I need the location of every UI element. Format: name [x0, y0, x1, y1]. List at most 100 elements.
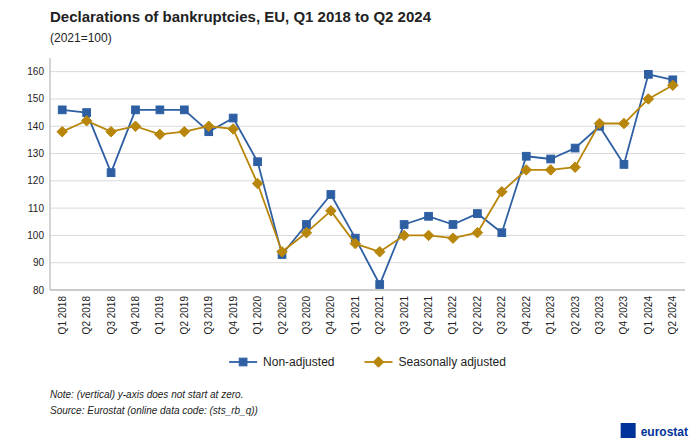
data-point — [277, 247, 288, 258]
y-tick-label: 80 — [33, 285, 45, 296]
y-tick-label: 100 — [27, 230, 44, 241]
title: Declarations of bankruptcies, EU, Q1 201… — [50, 8, 432, 25]
data-point — [668, 80, 679, 91]
grid-line — [50, 208, 685, 209]
data-point — [326, 206, 337, 217]
y-tick-label: 130 — [27, 148, 44, 159]
data-point — [107, 169, 115, 177]
grid-line — [50, 98, 685, 99]
x-tick-label: Q3 2021 — [399, 296, 410, 335]
series — [57, 80, 678, 257]
grid — [50, 72, 685, 290]
x-tick-label: Q3 2019 — [203, 296, 214, 335]
x-tick-label: Q4 2022 — [521, 296, 532, 335]
data-point — [522, 152, 530, 160]
y-tick-label: 150 — [27, 93, 44, 104]
data-point — [545, 165, 556, 176]
data-point — [571, 144, 579, 152]
data-point — [400, 221, 408, 229]
legend-marker — [239, 358, 247, 366]
data-point — [376, 281, 384, 289]
grid-line — [50, 71, 685, 72]
data-point — [497, 186, 508, 197]
x-tick-label: Q2 2023 — [570, 296, 581, 335]
series-line — [62, 74, 673, 284]
data-point — [643, 94, 654, 105]
x-tick-label: Q2 2022 — [472, 296, 483, 335]
x-tick-label: Q1 2018 — [57, 296, 68, 335]
source: Source: Eurostat (online data code: (sts… — [50, 405, 258, 416]
series — [58, 71, 676, 289]
x-axis-line — [50, 290, 685, 291]
data-point — [350, 238, 361, 249]
chart: Declarations of bankruptcies, EU, Q1 201… — [0, 0, 700, 445]
data-point — [204, 121, 215, 132]
legend-item: Seasonally adjusted — [364, 355, 505, 369]
y-tick-label: 120 — [27, 175, 44, 186]
series-line — [62, 85, 673, 252]
y-tick-label: 160 — [27, 66, 44, 77]
x-tick-label: Q1 2023 — [545, 296, 556, 335]
x-tick-label: Q2 2024 — [667, 296, 678, 335]
legend-marker — [373, 357, 384, 368]
grid-line — [50, 290, 685, 291]
x-tick-label: Q4 2020 — [325, 296, 336, 335]
data-point — [130, 121, 141, 132]
data-point — [547, 155, 555, 163]
data-point — [423, 230, 434, 241]
x-tick-label: Q2 2018 — [81, 296, 92, 335]
data-point — [448, 233, 459, 244]
data-point — [179, 126, 190, 137]
x-tick-label: Q1 2021 — [350, 296, 361, 335]
data-point — [449, 221, 457, 229]
plot-area — [57, 71, 678, 289]
x-tick-label: Q3 2022 — [496, 296, 507, 335]
x-tick-label: Q2 2020 — [277, 296, 288, 335]
data-point — [645, 71, 653, 79]
data-point — [229, 114, 237, 122]
data-point — [570, 162, 581, 173]
x-tick-label: Q4 2021 — [423, 296, 434, 335]
x-tick-label: Q1 2022 — [447, 296, 458, 335]
data-point — [594, 118, 605, 129]
data-point — [132, 106, 140, 114]
x-tick-label: Q3 2018 — [106, 296, 117, 335]
data-point — [620, 161, 628, 169]
grid-line — [50, 235, 685, 236]
data-point — [252, 178, 263, 189]
y-axis-line — [50, 58, 51, 290]
data-point — [425, 212, 433, 220]
x-tick-label: Q2 2019 — [179, 296, 190, 335]
data-point — [619, 118, 630, 129]
data-point — [301, 227, 312, 238]
data-point — [399, 230, 410, 241]
legend-item: Non-adjusted — [229, 355, 334, 369]
data-point — [106, 126, 117, 137]
grid-line — [50, 180, 685, 181]
data-point — [254, 158, 262, 166]
y-tick-label: 110 — [28, 203, 44, 214]
x-tick-label: Q3 2023 — [594, 296, 605, 335]
data-point — [474, 210, 482, 218]
x-tick-label: Q1 2024 — [643, 296, 654, 335]
x-tick-label: Q3 2020 — [301, 296, 312, 335]
legend: Non-adjusted Seasonally adjusted — [229, 355, 506, 369]
data-point — [472, 227, 483, 238]
x-tick-label: Q4 2019 — [228, 296, 239, 335]
data-point — [156, 106, 164, 114]
note: Note: (vertical) y-axis does not start a… — [50, 389, 243, 400]
data-point — [58, 106, 66, 114]
legend-label: Seasonally adjusted — [398, 355, 505, 369]
branding-mark — [621, 423, 636, 438]
subtitle: (2021=100) — [50, 31, 112, 45]
data-point — [57, 126, 68, 137]
grid-line — [50, 153, 685, 154]
data-point — [180, 106, 188, 114]
data-point — [327, 191, 335, 199]
data-point — [374, 247, 385, 258]
branding: eurostat — [641, 425, 688, 439]
y-tick-label: 140 — [27, 121, 44, 132]
x-tick-label: Q4 2018 — [130, 296, 141, 335]
data-point — [81, 116, 92, 127]
legend-label: Non-adjusted — [263, 355, 334, 369]
